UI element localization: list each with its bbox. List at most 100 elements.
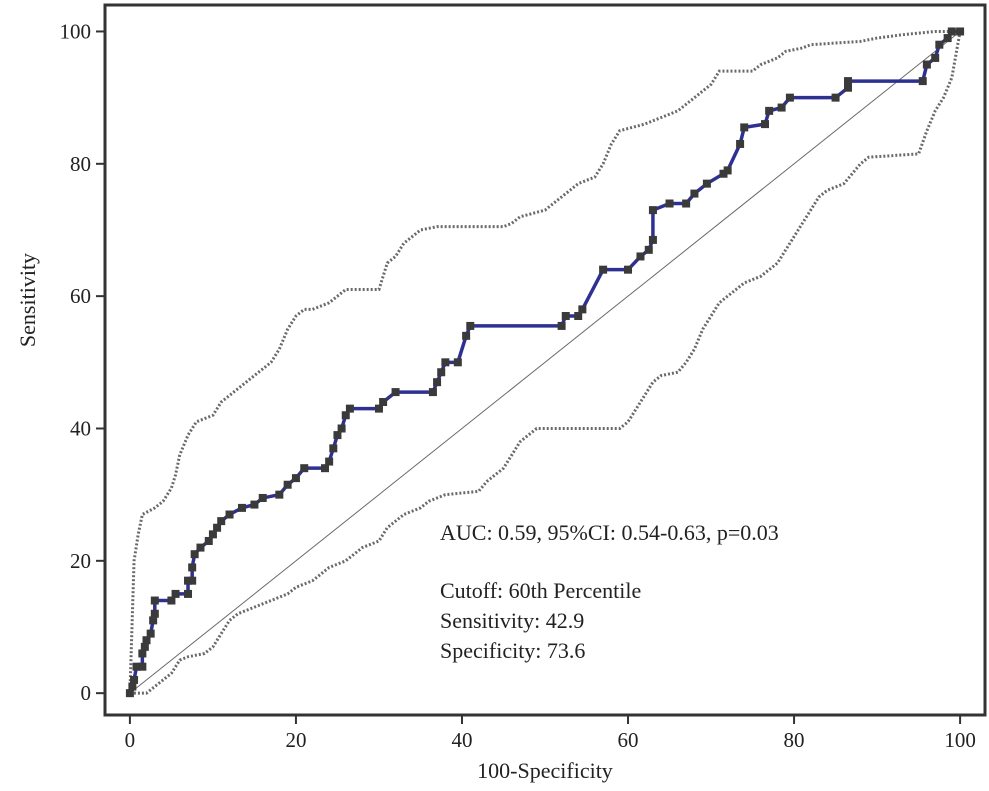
point-marker [453,358,462,367]
point-marker [374,404,383,413]
point-marker [844,83,853,92]
point-marker [329,444,338,453]
series-line [129,31,961,694]
x-tick-label: 100 [944,728,976,752]
point-marker [321,464,329,473]
point-marker [300,464,309,473]
point-marker [761,120,769,129]
point-marker [379,398,388,407]
y-tick-label: 20 [70,549,91,573]
point-marker [831,93,840,102]
point-marker [146,629,155,638]
point-marker [196,543,205,552]
point-marker [462,331,471,340]
point-marker [578,305,587,314]
point-marker [184,576,193,585]
point-marker [682,199,691,208]
point-marker [441,358,450,367]
point-marker [171,589,180,598]
y-tick-label: 0 [81,681,92,705]
point-marker [250,500,259,509]
point-marker [437,368,446,377]
point-marker [740,123,749,132]
point-marker [341,411,350,420]
point-marker [931,53,940,62]
point-marker [636,252,645,261]
point-marker [922,60,931,69]
point-marker [130,675,139,684]
point-marker [325,457,334,466]
point-marker [190,550,199,559]
point-marker [258,493,267,502]
point-marker [204,536,213,545]
point-marker [208,530,217,539]
series-line [128,29,961,694]
point-marker [765,106,774,115]
y-tick-label: 100 [60,19,92,43]
annotation: Cutoff: 60th Percentile [440,578,641,603]
plot-frame [103,3,987,717]
point-marker [283,480,292,489]
point-marker [132,662,141,671]
point-marker [466,321,475,330]
point-marker [291,474,300,483]
point-marker [736,139,745,148]
annotation: Specificity: 73.6 [440,638,585,663]
point-marker [140,642,149,651]
x-tick-label: 20 [285,728,306,752]
annotation: Sensitivity: 42.9 [440,608,584,633]
point-marker [391,388,400,397]
point-marker [149,616,158,625]
annotation: AUC: 0.59, 95%CI: 0.54-0.63, p=0.03 [440,520,779,545]
y-tick-label: 60 [70,284,91,308]
x-tick-label: 60 [618,728,639,752]
point-marker [225,510,234,519]
point-marker [128,682,137,691]
point-marker [574,311,583,320]
point-marker [150,596,159,605]
point-marker [125,689,134,698]
point-marker [275,490,284,499]
point-marker [648,235,657,244]
point-marker [217,517,226,526]
point-marker [702,179,711,188]
point-marker [956,27,965,36]
point-marker [150,609,159,618]
point-marker [719,169,728,178]
x-tick-label: 80 [784,728,805,752]
point-marker [918,77,927,86]
point-marker [142,636,151,645]
point-marker [433,378,442,387]
point-marker [665,199,674,208]
point-marker [947,27,956,36]
point-marker [184,589,193,598]
x-tick-label: 40 [451,728,472,752]
point-marker [777,103,786,112]
point-marker [237,503,246,512]
point-marker [599,265,608,274]
point-marker [844,77,853,86]
y-tick-label: 40 [70,416,91,440]
point-marker [644,245,653,254]
point-marker [624,265,633,274]
point-marker [943,34,952,43]
point-marker [188,563,197,572]
point-marker [561,311,570,320]
x-tick-label: 0 [125,728,136,752]
point-marker [213,523,222,532]
y-tick-label: 80 [70,152,91,176]
y-axis-title: Sensitivity [15,253,40,347]
point-marker [428,388,437,397]
point-marker [138,662,147,671]
point-marker [188,576,197,585]
point-marker [935,40,944,49]
point-marker [333,431,342,440]
point-marker [723,166,732,175]
point-marker [138,649,147,658]
point-marker [337,424,346,433]
point-marker [167,596,176,605]
point-marker [648,206,657,215]
point-marker [690,189,699,198]
